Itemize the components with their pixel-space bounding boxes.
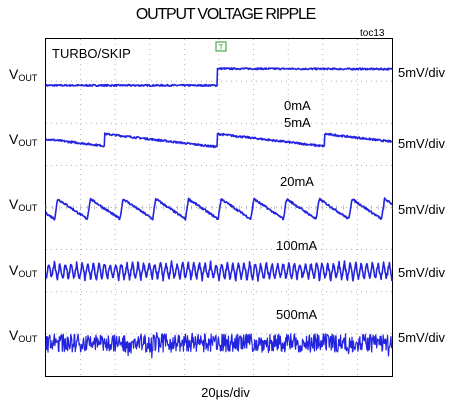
figure-id: toc13 <box>360 28 385 39</box>
scope-screen <box>45 38 393 377</box>
channel-label: VOUT <box>9 66 38 83</box>
channel-label: VOUT <box>9 327 38 344</box>
trace-500mA <box>45 332 393 359</box>
scale-label: 5mV/div <box>398 65 445 80</box>
chart-title: OUTPUT VOLTAGE RIPPLE <box>135 6 316 23</box>
load-label: 100mA <box>276 238 318 253</box>
trigger-marker: T <box>215 41 227 52</box>
trace-5mA <box>45 132 393 149</box>
trace-100mA <box>45 260 393 282</box>
channel-label: VOUT <box>9 196 38 213</box>
trigger-marker-label: T <box>219 45 224 52</box>
scale-label: 5mV/div <box>398 202 445 217</box>
scale-label: 5mV/div <box>398 330 445 345</box>
trace-0mA <box>45 67 393 87</box>
load-label: 500mA <box>276 307 318 322</box>
scale-label: 5mV/div <box>398 136 445 151</box>
channel-label: VOUT <box>9 262 38 279</box>
load-label: 5mA <box>284 115 311 130</box>
load-label: 20mA <box>280 174 314 189</box>
trace-20mA <box>45 197 393 221</box>
grid <box>45 39 393 376</box>
scale-label: 5mV/div <box>398 265 445 280</box>
trigger-mode-label: TURBO/SKIP <box>52 46 131 61</box>
channel-label: VOUT <box>9 131 38 148</box>
traces <box>45 67 393 359</box>
x-axis-label: 20µs/div <box>201 385 250 400</box>
load-label: 0mA <box>284 98 311 113</box>
